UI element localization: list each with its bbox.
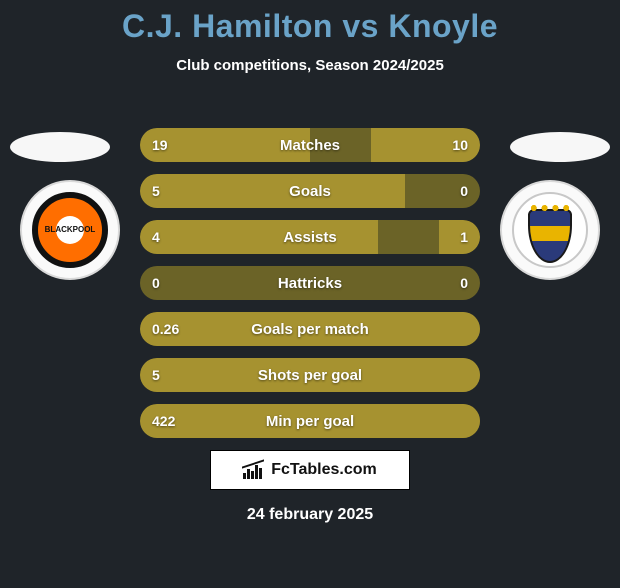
stat-row: 0.26Goals per match — [140, 312, 480, 346]
stat-row: 50Goals — [140, 174, 480, 208]
stat-fill-left — [140, 312, 480, 346]
page-subtitle: Club competitions, Season 2024/2025 — [0, 57, 620, 74]
stat-fill-right — [371, 128, 480, 162]
stat-row: 422Min per goal — [140, 404, 480, 438]
stat-fill-right — [439, 220, 480, 254]
date-label: 24 february 2025 — [0, 506, 620, 524]
stat-row: 1910Matches — [140, 128, 480, 162]
stat-fill-left — [140, 358, 480, 392]
page-title: C.J. Hamilton vs Knoyle — [0, 8, 620, 45]
stat-row: 5Shots per goal — [140, 358, 480, 392]
stat-row: 41Assists — [140, 220, 480, 254]
stat-row: 00Hattricks — [140, 266, 480, 300]
stat-fill-left — [140, 220, 378, 254]
brand-text: FcTables.com — [271, 461, 377, 479]
stat-fill-left — [140, 174, 405, 208]
brand-badge: FcTables.com — [210, 450, 410, 490]
stat-rows: 1910Matches 50Goals 41Assists 00Hattricks 0.… — [140, 128, 480, 450]
player-slot-left — [10, 132, 110, 162]
stat-fill-left — [140, 404, 480, 438]
club-crest-right — [500, 180, 600, 280]
player-slot-right — [510, 132, 610, 162]
club-crest-left: BLACKPOOL — [20, 180, 120, 280]
stat-fill-left — [140, 128, 310, 162]
brand-spark-icon — [243, 461, 265, 479]
